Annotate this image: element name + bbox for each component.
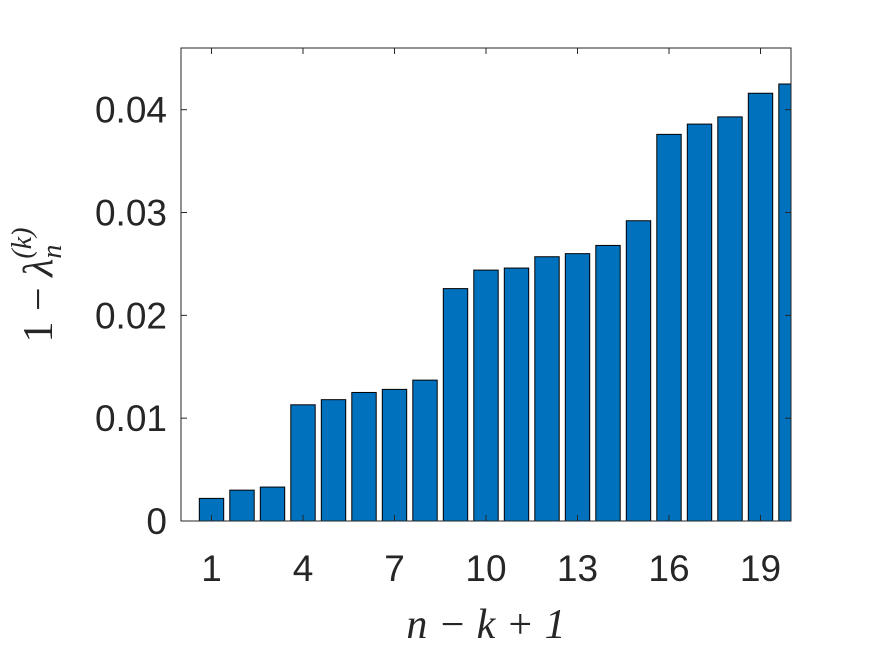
y-tick-label: 0 bbox=[146, 501, 167, 542]
bar bbox=[290, 404, 316, 521]
bar bbox=[320, 399, 347, 521]
y-label-main: 1 − bbox=[16, 277, 62, 343]
bar bbox=[259, 486, 286, 521]
y-label-sub: n bbox=[37, 245, 68, 259]
x-tick-label: 13 bbox=[557, 548, 598, 589]
x-tick-label: 19 bbox=[740, 548, 781, 589]
bar bbox=[595, 244, 621, 521]
bar bbox=[503, 267, 530, 521]
bar bbox=[442, 288, 469, 521]
bar bbox=[381, 388, 408, 521]
x-tick-label: 7 bbox=[384, 548, 405, 589]
bar bbox=[473, 269, 499, 521]
y-label-symbol: λ bbox=[16, 259, 62, 279]
bar bbox=[534, 256, 560, 521]
bar bbox=[564, 253, 591, 521]
x-tick-label: 1 bbox=[201, 548, 222, 589]
plot-area bbox=[198, 83, 791, 521]
x-axis-label: n − k + 1 bbox=[406, 602, 565, 648]
y-tick-label: 0.01 bbox=[95, 398, 167, 439]
y-axis-label: 1 − λn(k) bbox=[7, 228, 68, 343]
bar bbox=[351, 391, 377, 521]
y-tick-label: 0.03 bbox=[95, 193, 167, 234]
x-tick-label: 4 bbox=[293, 548, 314, 589]
bar bbox=[656, 133, 682, 521]
bar bbox=[717, 116, 743, 521]
x-tick-label: 16 bbox=[648, 548, 689, 589]
bar bbox=[625, 220, 652, 521]
y-tick-label: 0.02 bbox=[95, 295, 167, 336]
bar bbox=[412, 379, 438, 521]
bar bbox=[229, 489, 255, 521]
bar bbox=[198, 497, 225, 521]
x-tick-label: 10 bbox=[465, 548, 506, 589]
y-label-sup: (k) bbox=[7, 228, 38, 259]
bar bbox=[747, 92, 774, 521]
y-tick-label: 0.04 bbox=[95, 90, 167, 131]
bar bbox=[686, 123, 713, 521]
